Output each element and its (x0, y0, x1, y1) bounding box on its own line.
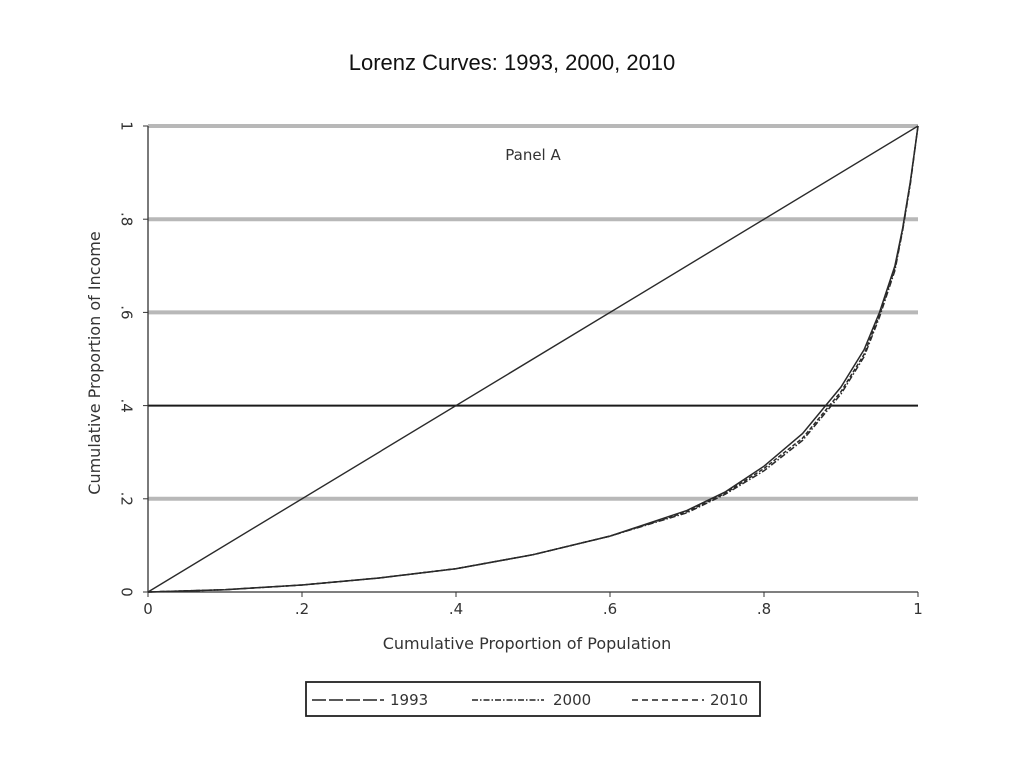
y-tick-label: .2 (118, 492, 136, 506)
x-tick-label: .6 (603, 600, 617, 618)
legend-label-1993: 1993 (390, 691, 428, 709)
equality-line (147, 125, 919, 593)
panel-label: Panel A (505, 146, 561, 164)
legend-label-2010: 2010 (710, 691, 748, 709)
legend-label-2000: 2000 (553, 691, 591, 709)
legend-box (305, 681, 761, 717)
x-tick-label: .2 (295, 600, 309, 618)
y-tick-label: 1 (118, 121, 136, 131)
x-tick-label: .4 (449, 600, 463, 618)
x-tick-label: .8 (757, 600, 771, 618)
series-line-2010 (147, 125, 919, 593)
y-axis-label: Cumulative Proportion of Income (85, 231, 104, 494)
y-tick-label: .8 (118, 212, 136, 226)
x-axis-label: Cumulative Proportion of Population (383, 634, 672, 653)
y-tick-label: .6 (118, 305, 136, 319)
y-tick-label: .4 (118, 398, 136, 412)
x-tick-label: 1 (913, 600, 923, 618)
slide-title: Lorenz Curves: 1993, 2000, 2010 (348, 50, 676, 75)
x-tick-label: 0 (143, 600, 153, 618)
y-tick-label: 0 (118, 587, 136, 597)
